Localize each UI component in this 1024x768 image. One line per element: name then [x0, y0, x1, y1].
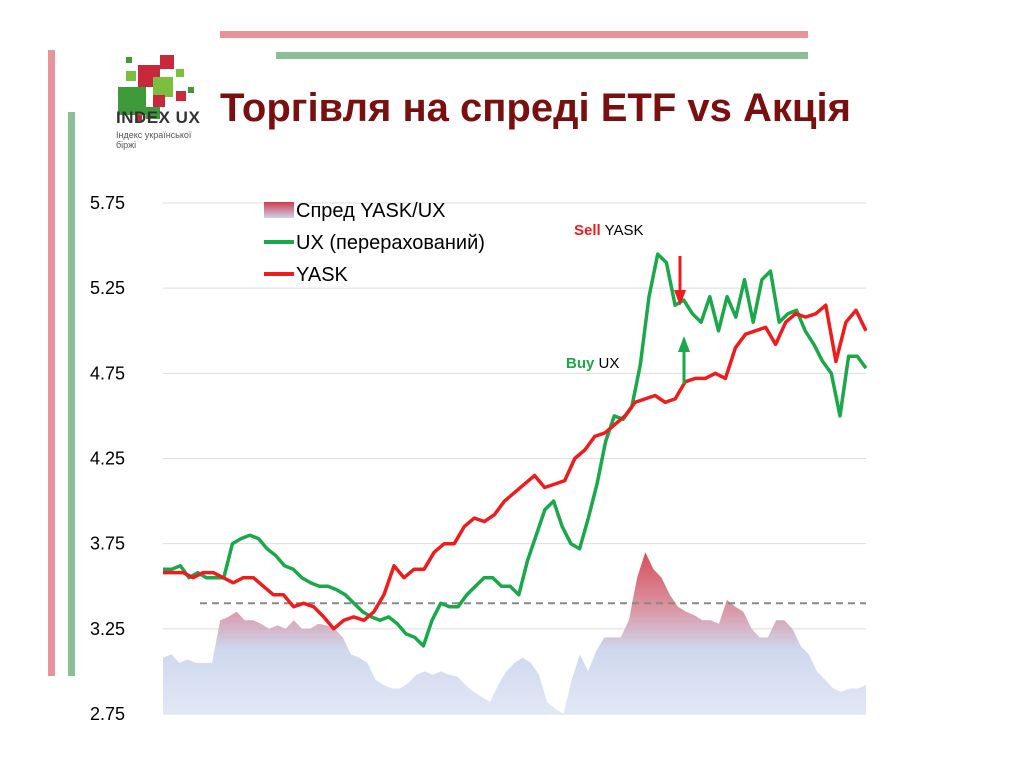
y-tick-label: 5.75: [90, 193, 125, 213]
series-ux-line: [163, 252, 868, 648]
index-ux-logo: [118, 55, 194, 121]
y-tick-label: 4.25: [90, 449, 125, 469]
y-tick-label: 3.25: [90, 619, 125, 639]
annotations: Sell YASK Buy UX: [566, 222, 690, 384]
y-axis-ticks: 5.75 5.25 4.75 4.25 3.75 3.25 2.75: [90, 193, 125, 724]
logo-title: INDEX UX: [116, 108, 201, 127]
legend-label: Спред YASK/UX: [296, 200, 446, 222]
sell-arrow-head: [674, 290, 686, 306]
y-tick-label: 5.25: [90, 278, 125, 298]
y-tick-label: 3.75: [90, 534, 125, 554]
legend-swatch-spread: [264, 202, 294, 218]
annotation-sell-label: Sell YASK: [574, 222, 644, 239]
logo-subtitle: Індекс української біржі: [116, 130, 192, 150]
series-layer: [163, 252, 868, 714]
y-tick-label: 4.75: [90, 363, 125, 383]
page-title: Торгівля на спреді ETF vs Акція: [220, 86, 851, 130]
series-spread-area: [163, 552, 866, 714]
y-tick-label: 2.75: [90, 704, 125, 724]
annotation-buy-label: Buy UX: [566, 355, 619, 372]
legend: Спред YASK/UX UX (перерахований) YASK: [264, 200, 485, 286]
decor-bar-vertical-green: [68, 112, 75, 676]
buy-arrow-head: [678, 336, 690, 352]
decor-bar-horizontal-green: [276, 52, 808, 59]
decor-bar-horizontal-red: [220, 31, 808, 38]
legend-label: UX (перерахований): [296, 232, 485, 254]
series-yask-line: [163, 303, 868, 631]
legend-label: YASK: [296, 264, 349, 286]
decor-bar-vertical-red: [48, 50, 55, 676]
